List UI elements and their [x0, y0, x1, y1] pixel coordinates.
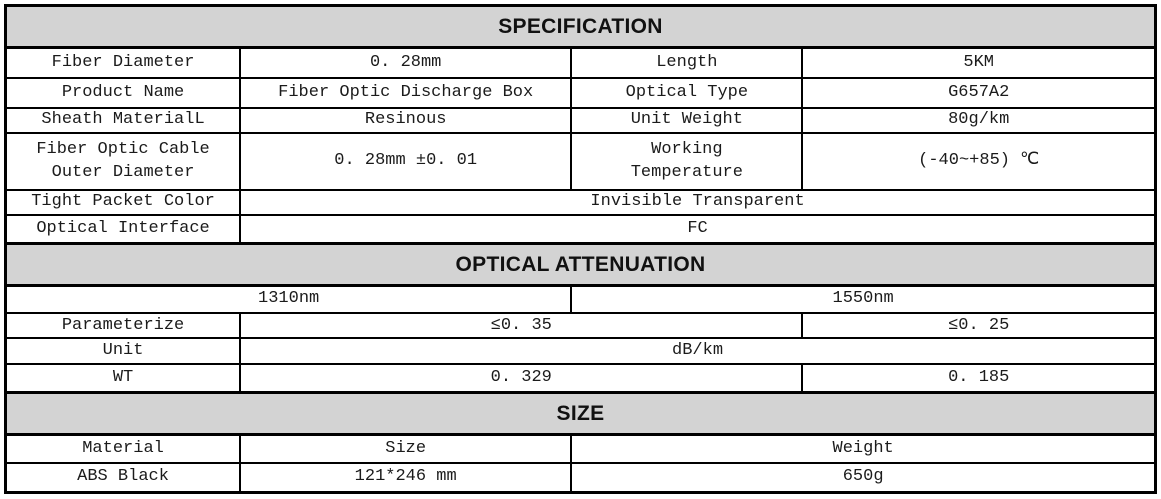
spec-label-cable-outer-diameter-line1: Fiber Optic Cable: [36, 140, 210, 160]
table-row: WT 0. 329 0. 185: [4, 362, 1157, 394]
spec-label-unit-weight: Unit Weight: [570, 107, 804, 135]
attenuation-label-parameterize: Parameterize: [4, 312, 242, 340]
spec-label-optical-interface: Optical Interface: [4, 213, 242, 245]
spec-label-working-temperature-line1: Working: [651, 140, 723, 160]
table-row: Tight Packet Color Invisible Transparent: [4, 188, 1157, 216]
section-band-specification: SPECIFICATION: [4, 4, 1157, 49]
size-header-weight: Weight: [570, 433, 1157, 465]
attenuation-label-wt: WT: [4, 362, 242, 394]
attenuation-unit-value: dB/km: [239, 337, 1157, 365]
spec-label-length: Length: [570, 46, 804, 79]
table-row: Parameterize ≤0. 35 ≤0. 25: [4, 312, 1157, 340]
section-title-optical-attenuation: OPTICAL ATTENUATION: [4, 241, 1157, 287]
size-header-size: Size: [239, 433, 573, 465]
spec-value-sheath-material: Resinous: [239, 107, 573, 135]
section-title-specification: SPECIFICATION: [4, 4, 1157, 49]
attenuation-parameterize-1310: ≤0. 35: [239, 312, 804, 340]
spec-label-tight-packet-color: Tight Packet Color: [4, 188, 242, 216]
attenuation-parameterize-1550: ≤0. 25: [801, 312, 1157, 340]
attenuation-wavelength-1310: 1310nm: [4, 284, 573, 315]
spec-value-cable-outer-diameter: 0. 28mm ±0. 01: [239, 132, 573, 191]
table-row: Product Name Fiber Optic Discharge Box O…: [4, 76, 1157, 110]
attenuation-label-unit: Unit: [4, 337, 242, 365]
table-row: Fiber Optic Cable Outer Diameter 0. 28mm…: [4, 132, 1157, 191]
spec-value-length: 5KM: [801, 46, 1157, 79]
table-row: Fiber Diameter 0. 28mm Length 5KM: [4, 46, 1157, 79]
spec-label-fiber-diameter: Fiber Diameter: [4, 46, 242, 79]
size-value-weight: 650g: [570, 462, 1157, 494]
table-row: ABS Black 121*246 mm 650g: [4, 462, 1157, 494]
spec-label-cable-outer-diameter-line2: Outer Diameter: [51, 162, 195, 182]
spec-value-optical-interface: FC: [239, 213, 1157, 245]
spec-value-tight-packet-color: Invisible Transparent: [239, 188, 1157, 216]
size-header-material: Material: [4, 433, 242, 465]
spec-label-working-temperature-line2: Temperature: [630, 162, 743, 182]
size-value-size: 121*246 mm: [239, 462, 573, 494]
table-row: Material Size Weight: [4, 433, 1157, 465]
spec-label-cable-outer-diameter: Fiber Optic Cable Outer Diameter: [4, 132, 242, 191]
attenuation-wt-1550: 0. 185: [801, 362, 1157, 394]
attenuation-wavelength-1550: 1550nm: [570, 284, 1157, 315]
size-value-material: ABS Black: [4, 462, 242, 494]
attenuation-wt-1310: 0. 329: [239, 362, 804, 394]
spec-value-optical-type: G657A2: [801, 76, 1157, 110]
section-band-optical-attenuation: OPTICAL ATTENUATION: [4, 241, 1157, 287]
product-spec-table: SPECIFICATION Fiber Diameter 0. 28mm Len…: [4, 4, 1157, 494]
table-row: Optical Interface FC: [4, 213, 1157, 245]
spec-value-unit-weight: 80g/km: [801, 107, 1157, 135]
spec-label-working-temperature: Working Temperature: [570, 132, 804, 191]
spec-value-product-name: Fiber Optic Discharge Box: [239, 76, 573, 110]
spec-value-working-temperature: (-40~+85) ℃: [801, 132, 1157, 191]
table-row: 1310nm 1550nm: [4, 284, 1157, 315]
table-row: Unit dB/km: [4, 337, 1157, 365]
table-row: Sheath MaterialL Resinous Unit Weight 80…: [4, 107, 1157, 135]
spec-label-product-name: Product Name: [4, 76, 242, 110]
section-title-size: SIZE: [4, 391, 1157, 437]
spec-label-optical-type: Optical Type: [570, 76, 804, 110]
spec-value-fiber-diameter: 0. 28mm: [239, 46, 573, 79]
spec-label-sheath-material: Sheath MaterialL: [4, 107, 242, 135]
section-band-size: SIZE: [4, 391, 1157, 437]
